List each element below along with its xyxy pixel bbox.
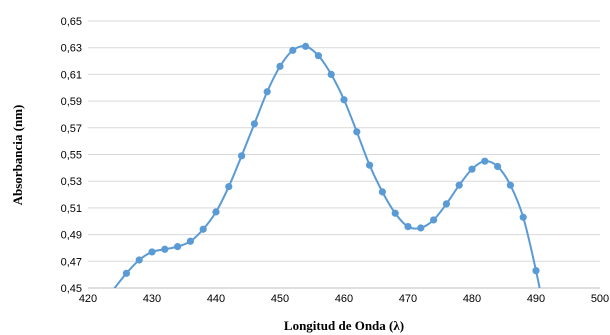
y-tick-label: 0,55 xyxy=(61,150,82,162)
data-point xyxy=(404,222,412,231)
series-line xyxy=(113,45,541,288)
y-tick-label: 0,45 xyxy=(61,283,82,295)
y-tick-label: 0,65 xyxy=(61,16,82,28)
data-point xyxy=(122,269,130,277)
data-point xyxy=(186,237,194,245)
data-point xyxy=(250,120,258,128)
series-group xyxy=(113,42,541,288)
data-point xyxy=(391,209,399,217)
data-point xyxy=(314,52,322,60)
y-tick-label: 0,51 xyxy=(61,203,82,215)
data-point xyxy=(238,152,246,160)
data-point xyxy=(199,225,207,233)
data-point xyxy=(532,267,540,275)
y-tick-label: 0,59 xyxy=(61,96,82,108)
x-tick-label: 450 xyxy=(271,293,289,305)
data-point xyxy=(225,182,233,191)
data-point xyxy=(135,256,143,264)
y-tick-label: 0,47 xyxy=(61,256,82,268)
x-tick-label: 490 xyxy=(527,293,545,305)
data-point xyxy=(148,248,156,256)
data-point xyxy=(519,213,527,221)
x-axis-title: Longitud de Onda (λ) xyxy=(284,318,404,333)
x-tick-label: 440 xyxy=(207,293,225,305)
data-point xyxy=(455,181,463,189)
x-tick-label: 470 xyxy=(399,293,417,305)
data-point xyxy=(442,200,450,208)
data-point xyxy=(340,96,348,104)
x-tick-label: 480 xyxy=(463,293,481,305)
data-point xyxy=(289,46,297,54)
y-tick-label: 0,63 xyxy=(61,43,82,55)
x-tick-label: 430 xyxy=(143,293,161,305)
y-tick-label: 0,49 xyxy=(61,230,82,242)
x-tick-label: 460 xyxy=(335,293,353,305)
x-tick-label: 420 xyxy=(79,293,97,305)
data-point xyxy=(366,161,374,169)
data-point xyxy=(506,181,514,189)
data-point xyxy=(468,165,476,173)
data-point xyxy=(212,208,220,216)
data-point xyxy=(430,216,438,224)
data-point xyxy=(302,42,310,50)
y-tick-label: 0,53 xyxy=(61,176,82,188)
data-point xyxy=(494,162,502,171)
y-axis-title: Absorbancia (nm) xyxy=(10,105,25,206)
data-point xyxy=(276,62,284,70)
x-tick-label: 500 xyxy=(591,293,609,305)
data-point xyxy=(327,70,335,78)
data-point xyxy=(174,243,182,251)
data-point xyxy=(481,157,489,165)
gridlines xyxy=(88,20,600,262)
tick-labels: 0,45 0,47 0,49 0,51 0,53 0,55 0,57 0,59 0,61 0,63… xyxy=(61,16,610,305)
data-point xyxy=(263,88,271,96)
data-point xyxy=(378,188,386,196)
data-point xyxy=(417,224,425,232)
data-point xyxy=(161,245,169,253)
y-tick-label: 0,61 xyxy=(61,69,82,81)
data-point xyxy=(353,128,361,136)
y-tick-label: 0,57 xyxy=(61,123,82,135)
